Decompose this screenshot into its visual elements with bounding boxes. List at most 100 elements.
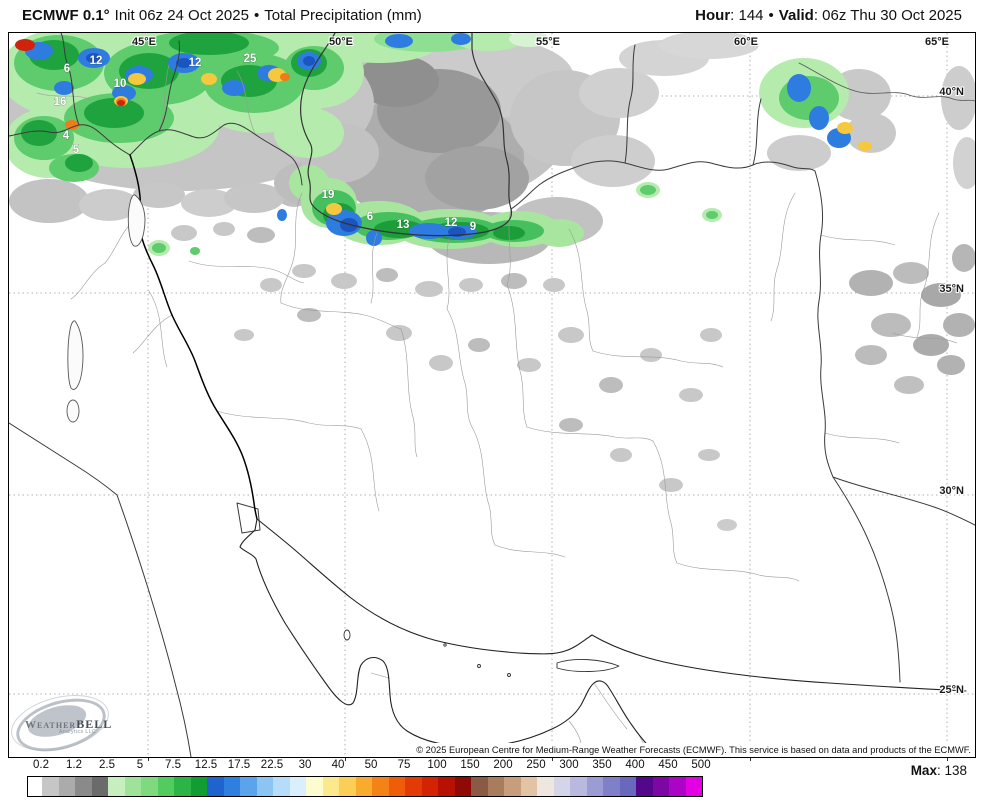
colorbar-swatch (636, 777, 653, 796)
valid-bullet: • (768, 7, 774, 24)
valid-time-title: Hour: 144 • Valid: 06z Thu 30 Oct 2025 (695, 7, 962, 24)
colorbar-swatch (454, 777, 471, 796)
max-value-readout: Max: 138 (910, 763, 967, 778)
precip-value: 19 (322, 189, 335, 201)
map-canvas: 45°E 50°E 55°E 60°E 65°E 40°N 35°N 30°N … (5, 32, 976, 761)
colorbar-swatch (190, 777, 207, 796)
colorbar-swatch (405, 777, 422, 796)
colorbar-swatch (438, 777, 455, 796)
lakes (66, 194, 146, 423)
colorbar-swatch (28, 777, 42, 796)
lon-label: 45°E (132, 36, 156, 48)
colorbar-tick-label: 75 (397, 759, 411, 771)
colorbar-tick-label: 50 (364, 759, 378, 771)
colorbar-swatch (289, 777, 306, 796)
colorbar-tick-label: 250 (526, 759, 546, 771)
country-borders (9, 33, 975, 757)
lon-label: 50°E (329, 36, 353, 48)
colorbar-tick-label: 0.2 (33, 759, 49, 771)
province-borders (36, 64, 958, 757)
colorbar-swatch (471, 777, 488, 796)
colorbar-swatch (322, 777, 339, 796)
product-name: Total Precipitation (mm) (264, 7, 422, 24)
edge-tick (947, 758, 948, 761)
colorbar-tick-label: 17.5 (227, 759, 251, 771)
colorbar-swatch (669, 777, 686, 796)
hour-label: Hour (695, 7, 731, 24)
colorbar-swatch (355, 777, 372, 796)
colorbar-swatch (553, 777, 570, 796)
colorbar-swatch (91, 777, 108, 796)
colorbar-swatch (421, 777, 438, 796)
colorbar-tick-label: 30 (298, 759, 312, 771)
init-time: Init 06z 24 Oct 2025 (114, 7, 249, 24)
lat-label: 40°N (939, 86, 964, 98)
colorbar-swatch (223, 777, 240, 796)
colorbar-swatch (487, 777, 504, 796)
colorbar-swatch (58, 777, 75, 796)
colorbar-tick-labels: 0.2 1.2 2.5 5 7.5 12.5 17.5 22.5 30 40 50 75 100 150 2… (0, 759, 984, 775)
hour-value: 144 (738, 7, 764, 24)
precip-color-shading (9, 33, 872, 256)
max-value: 138 (944, 763, 967, 778)
edge-tick (750, 758, 751, 761)
colorbar-tick-label: 150 (460, 759, 480, 771)
edge-tick (345, 758, 346, 761)
title-bullet: • (253, 7, 260, 24)
copyright-notice: © 2025 European Centre for Medium-Range … (410, 743, 975, 757)
lon-label: 65°E (925, 36, 949, 48)
edge-tick (552, 758, 553, 761)
precip-value: 6 (64, 63, 70, 75)
max-label: Max (910, 763, 937, 778)
precip-value: 12 (445, 217, 458, 229)
colorbar-swatch (240, 777, 257, 796)
colorbar-tick-label: 12.5 (194, 759, 218, 771)
precip-value: 25 (244, 53, 257, 65)
colorbar-swatch (570, 777, 587, 796)
colorbar-swatch (174, 777, 191, 796)
colorbar-swatch (619, 777, 636, 796)
colorbar-tick-label: 22.5 (260, 759, 284, 771)
map-title: ECMWF 0.1° Init 06z 24 Oct 2025 • Total Pre… (22, 7, 422, 24)
precip-value: 16 (54, 96, 67, 108)
precip-value: 12 (189, 57, 202, 69)
colorbar-swatch (108, 777, 125, 796)
colorbar-swatch (207, 777, 224, 796)
gulf-islands (343, 629, 620, 677)
colorbar-swatch (504, 777, 521, 796)
gulf-coastlines (239, 518, 967, 756)
valid-label: Valid (778, 7, 814, 24)
colorbar-swatch (372, 777, 389, 796)
edge-tick (148, 758, 149, 761)
colorbar-swatch (685, 777, 702, 796)
colorbar-tick-label: 5 (136, 759, 144, 771)
colorbar-swatch (256, 777, 273, 796)
colorbar-tick-label: 500 (691, 759, 711, 771)
colorbar-swatch (388, 777, 405, 796)
caspian-coastline (299, 33, 513, 237)
colorbar (27, 776, 703, 797)
colorbar-tick-label: 40 (331, 759, 345, 771)
colorbar-swatch (42, 777, 59, 796)
precip-value: 10 (114, 78, 127, 90)
colorbar-swatch (75, 777, 92, 796)
header-bar: ECMWF 0.1° Init 06z 24 Oct 2025 • Total Pre… (8, 0, 976, 30)
lon-label: 55°E (536, 36, 560, 48)
lat-label: 35°N (939, 283, 964, 295)
colorbar-swatch (339, 777, 356, 796)
colorbar-swatch (520, 777, 537, 796)
colorbar-swatch (652, 777, 669, 796)
colorbar-swatch (586, 777, 603, 796)
colorbar-swatch (157, 777, 174, 796)
model-name: ECMWF 0.1° (22, 7, 110, 24)
colorbar-swatch (273, 777, 290, 796)
colorbar-tick-label: 1.2 (66, 759, 82, 771)
geography-lines (9, 33, 975, 757)
precip-value: 13 (397, 219, 410, 231)
precip-value: 12 (90, 55, 103, 67)
colorbar-tick-label: 350 (592, 759, 612, 771)
lat-label: 30°N (939, 485, 964, 497)
colorbar-swatch (603, 777, 620, 796)
colorbar-swatch (124, 777, 141, 796)
